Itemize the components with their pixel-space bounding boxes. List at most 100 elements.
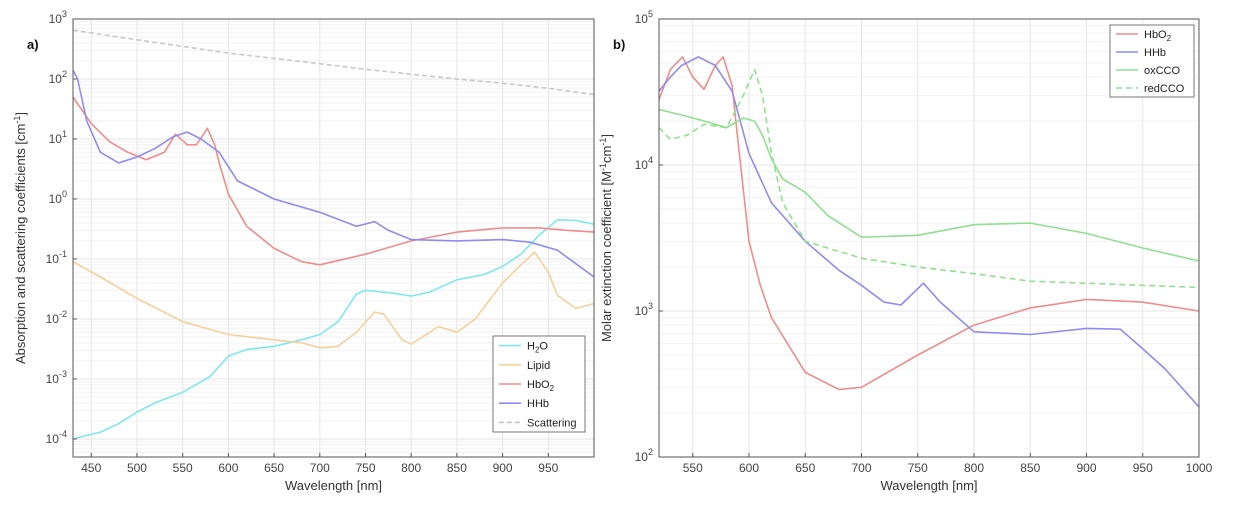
legend-text: HHb — [1144, 47, 1166, 59]
y-tick-base: 10 — [46, 432, 60, 446]
y-label-sup: -1 — [598, 138, 608, 146]
series-line-h2o — [73, 219, 594, 440]
legend-text: HbO — [527, 379, 550, 391]
x-tick-label: 600 — [218, 461, 238, 475]
series-line-scattering — [73, 29, 594, 96]
x-tick-label: 800 — [964, 461, 984, 475]
x-tick-label: 850 — [1020, 461, 1040, 475]
legend-text: HHb — [527, 398, 549, 410]
y-tick-label: 103 — [635, 301, 653, 318]
y-tick-base: 10 — [635, 158, 649, 172]
legend-entry-h2o: H2O — [527, 341, 548, 355]
panel-b: 550 600 650 700 750 800 850 900 950 1000102103104… — [598, 9, 1213, 493]
y-tick-base: 10 — [635, 12, 649, 26]
x-tick-label: 850 — [447, 461, 467, 475]
x-tick-label: 750 — [355, 461, 375, 475]
legend-text: Scattering — [527, 417, 577, 429]
x-tick-label: 800 — [401, 461, 421, 475]
legend-entry-scattering: Scattering — [527, 417, 577, 429]
legend-entry-hhb: HHb — [1144, 47, 1166, 59]
x-tick-label: 750 — [908, 461, 928, 475]
legend-entry-redcco: redCCO — [1144, 83, 1185, 95]
x-tick-label: 900 — [493, 461, 513, 475]
y-label-text: cm — [599, 146, 614, 163]
x-tick-label: 650 — [795, 461, 815, 475]
y-label-text: Molar extinction coefficient [M — [599, 171, 614, 342]
y-tick-label: 101 — [49, 129, 67, 146]
x-tick-label: 950 — [538, 461, 558, 475]
axes-frame — [658, 18, 1200, 458]
y-tick-base: 10 — [46, 252, 60, 266]
y-tick-label: 103 — [49, 9, 67, 26]
y-tick-exponent: -4 — [59, 429, 67, 439]
y-tick-label: 10-1 — [46, 249, 67, 266]
x-tick-label: 550 — [683, 461, 703, 475]
legend-entry-oxcco: oxCCO — [1144, 65, 1181, 77]
y-tick-base: 10 — [49, 192, 63, 206]
series-line-hhb — [73, 69, 594, 278]
legend-text: Lipid — [527, 360, 550, 372]
x-tick-label: 550 — [173, 461, 193, 475]
panel-a: 450 500 550 600 650 700 750 800 850 900 95010-410-… — [12, 9, 595, 493]
series-line-lipid — [73, 251, 594, 349]
x-axis-label: Wavelength [nm] — [880, 478, 977, 493]
y-label-text: ] — [13, 112, 28, 116]
x-axis-label: Wavelength [nm] — [285, 478, 382, 493]
y-tick-label: 10-3 — [46, 369, 67, 386]
y-tick-exponent: 1 — [62, 129, 67, 139]
y-tick-label: 105 — [635, 9, 653, 26]
y-tick-base: 10 — [49, 72, 63, 86]
y-tick-exponent: 3 — [648, 301, 653, 311]
y-label-sup: -1 — [12, 116, 22, 124]
x-tick-label: 900 — [1076, 461, 1096, 475]
axes-frame — [72, 18, 595, 458]
y-tick-exponent: -1 — [59, 249, 67, 259]
x-tick-label: 500 — [127, 461, 147, 475]
y-tick-base: 10 — [46, 372, 60, 386]
y-tick-label: 100 — [49, 189, 67, 206]
legend-subscript: 2 — [550, 384, 555, 393]
y-tick-base: 10 — [635, 450, 649, 464]
y-label-text: Absorption and scattering coefficients [… — [13, 124, 28, 364]
x-tick-label: 950 — [1133, 461, 1153, 475]
y-label-text: ] — [599, 134, 614, 138]
legend-text: oxCCO — [1144, 65, 1181, 77]
y-tick-exponent: 2 — [648, 447, 653, 457]
legend-text: redCCO — [1144, 83, 1185, 95]
x-tick-label: 600 — [739, 461, 759, 475]
y-tick-exponent: -3 — [59, 369, 67, 379]
legend-entry-hhb: HHb — [527, 398, 549, 410]
legend-subscript: 2 — [1167, 34, 1172, 43]
y-tick-label: 104 — [635, 155, 653, 172]
legend-box — [1109, 24, 1195, 98]
y-tick-label: 10-4 — [46, 429, 67, 446]
y-tick-base: 10 — [46, 312, 60, 326]
y-label-sup: -1 — [598, 163, 608, 171]
panel-label: a) — [27, 37, 39, 52]
y-tick-base: 10 — [49, 132, 63, 146]
y-axis-label: Molar extinction coefficient [M-1cm-1] — [598, 134, 614, 342]
series-group — [73, 29, 594, 440]
legend-text: HbO — [1144, 29, 1167, 41]
y-tick-exponent: 0 — [62, 189, 67, 199]
series-line-hbo2 — [659, 56, 1199, 391]
x-tick-label: 450 — [81, 461, 101, 475]
legend-entry-hbo2: HbO2 — [1144, 29, 1172, 43]
y-tick-exponent: 3 — [62, 9, 67, 19]
legend-text: O — [539, 341, 548, 353]
y-tick-label: 102 — [49, 69, 67, 86]
series-group — [659, 56, 1199, 408]
y-tick-label: 102 — [635, 447, 653, 464]
x-tick-label: 1000 — [1186, 461, 1213, 475]
y-tick-base: 10 — [635, 304, 649, 318]
panel-label: b) — [613, 37, 625, 52]
y-tick-exponent: -2 — [59, 309, 67, 319]
legend-text: H — [527, 341, 535, 353]
y-tick-exponent: 4 — [648, 155, 653, 165]
legend-subscript: 2 — [535, 346, 540, 355]
y-tick-exponent: 2 — [62, 69, 67, 79]
y-tick-base: 10 — [49, 12, 63, 26]
